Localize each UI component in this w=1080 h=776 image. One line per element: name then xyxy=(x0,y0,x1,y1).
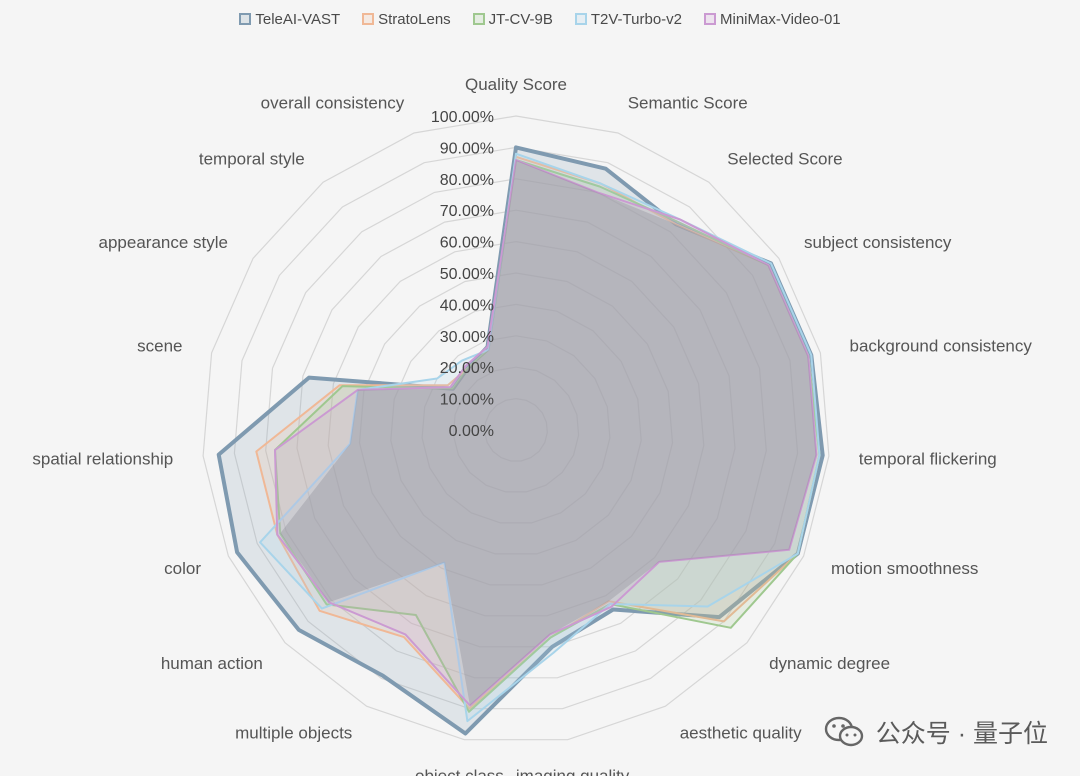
axis-label: overall consistency xyxy=(261,94,405,113)
legend-label: JT-CV-9B xyxy=(488,10,553,28)
legend-swatch xyxy=(704,13,717,25)
axis-label: appearance style xyxy=(99,233,228,252)
legend-label: StratoLens xyxy=(378,10,451,28)
grid-ring xyxy=(358,272,674,586)
legend-label: MiniMax-Video-01 xyxy=(720,10,841,28)
axis-label: subject consistency xyxy=(804,233,952,252)
tick-labels: 0.00% 10.00% 20.00% 30.00% 40.00% 50.00% 60.00… xyxy=(431,109,494,440)
axis-label: spatial relationship xyxy=(32,449,173,468)
legend: TeleAI-VAST StratoLens JT-CV-9B T2V-Turbo-v… xyxy=(0,6,1080,32)
axis-label: imaging quality xyxy=(516,766,630,776)
legend-item: T2V-Turbo-v2 xyxy=(574,10,683,28)
grid-ring xyxy=(296,209,736,648)
legend-item: MiniMax-Video-01 xyxy=(704,11,841,28)
grid-ring xyxy=(390,303,642,555)
legend-swatch xyxy=(239,13,252,25)
axis-label: human action xyxy=(161,654,263,673)
grid-ring xyxy=(421,335,611,524)
grid-ring xyxy=(233,146,799,710)
series-area-minimax-video-01 xyxy=(274,159,818,707)
tick-label: 40.00% xyxy=(440,297,494,314)
radar-grid xyxy=(202,115,830,741)
tick-label: 70.00% xyxy=(440,203,494,220)
axis-label: background consistency xyxy=(850,337,1033,356)
axis-label: Selected Score xyxy=(727,150,842,169)
grid-ring xyxy=(327,240,705,617)
axis-label: temporal flickering xyxy=(859,449,997,468)
tick-label: 20.00% xyxy=(440,360,494,377)
axis-labels: Quality Score Semantic Score Selected Scor… xyxy=(32,75,1032,776)
series-overlap xyxy=(280,160,817,706)
axis-label: multiple objects xyxy=(235,724,352,743)
legend-item: StratoLens xyxy=(362,11,451,28)
watermark-text: 公众号 · 量子位 xyxy=(875,720,1048,748)
axis-label: Quality Score xyxy=(465,75,567,94)
axis-label: scene xyxy=(137,337,182,356)
legend-item: TeleAI-VAST xyxy=(239,11,340,28)
axis-label: object class xyxy=(415,766,504,776)
axis-label: motion smoothness xyxy=(831,559,978,578)
axis-label: color xyxy=(164,559,201,578)
legend-label: T2V-Turbo-v2 xyxy=(590,10,683,28)
tick-label: 80.00% xyxy=(440,172,494,189)
tick-label: 90.00% xyxy=(440,140,494,157)
legend-label: TeleAI-VAST xyxy=(255,10,341,28)
tick-label: 50.00% xyxy=(440,266,494,283)
tick-label: 30.00% xyxy=(440,329,494,346)
watermark: 公众号 · 量子位 xyxy=(824,714,1048,750)
series-area-t2v-turbo-v2 xyxy=(259,152,821,723)
grid-ring xyxy=(265,178,767,679)
axis-label: Semantic Score xyxy=(628,94,748,113)
radar-series xyxy=(216,145,825,736)
grid-ring xyxy=(202,115,830,741)
axis-label: dynamic degree xyxy=(769,654,890,673)
legend-swatch xyxy=(362,13,375,25)
legend-swatch xyxy=(574,13,587,25)
axis-label: aesthetic quality xyxy=(680,724,802,743)
legend-item: JT-CV-9B xyxy=(472,10,553,28)
legend-swatch xyxy=(472,13,485,25)
grid-ring xyxy=(484,397,548,462)
grid-ring xyxy=(452,366,580,493)
axis-label: temporal style xyxy=(199,150,305,169)
tick-label: 0.00% xyxy=(449,423,494,440)
wechat-icon xyxy=(824,716,863,747)
tick-label: 10.00% xyxy=(440,392,494,409)
tick-label: 100.00% xyxy=(431,109,494,126)
tick-label: 60.00% xyxy=(440,235,494,252)
